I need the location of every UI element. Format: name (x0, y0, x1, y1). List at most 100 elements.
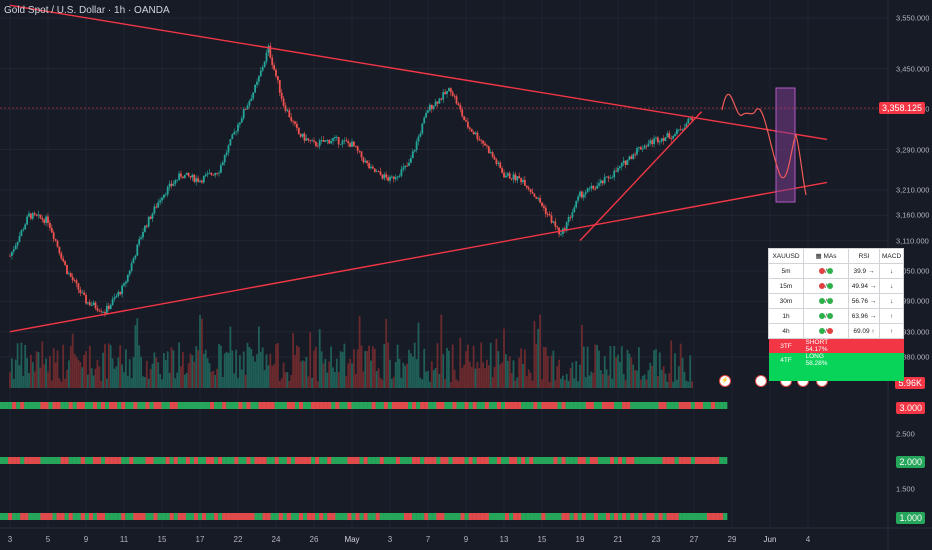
volume-bar (438, 373, 441, 388)
volume-bar (100, 380, 103, 388)
time-tick-label: 3 (387, 535, 393, 544)
oscillator-cell (618, 457, 623, 464)
volume-bar (248, 347, 251, 388)
volume-bar (318, 329, 321, 388)
volume-bar (514, 380, 517, 388)
candle-body (330, 141, 332, 144)
oscillator-cell (28, 513, 33, 520)
oscillator-cell (84, 402, 90, 409)
candle-body (128, 270, 131, 275)
volume-bar (37, 352, 40, 388)
oscillator-cell (452, 513, 457, 520)
candle-body (180, 173, 182, 177)
volume-bar (332, 367, 334, 388)
oscillator-cell (416, 513, 421, 520)
candle-body (440, 98, 443, 100)
candle-body (176, 179, 179, 181)
oscillator-cell (161, 513, 166, 520)
oscillator-cell (698, 402, 704, 409)
volume-bar (607, 375, 610, 388)
candle-body (425, 112, 427, 118)
oscillator-cell (339, 513, 344, 520)
candle-body (16, 241, 19, 246)
oscillator-cell (0, 402, 5, 409)
candle-body (383, 174, 386, 179)
volume-bar (596, 344, 598, 388)
oscillator-cell (343, 513, 348, 520)
candle-body (43, 219, 46, 223)
oscillator-cell (226, 402, 231, 409)
candle-body (145, 225, 148, 227)
oscillator-cell (606, 513, 611, 520)
candle-body (402, 167, 405, 170)
lightning-icon[interactable]: ⚡ (719, 375, 731, 387)
volume-bar (666, 381, 669, 388)
volume-bar (347, 363, 350, 388)
candle-body (261, 67, 264, 71)
candle-body (436, 101, 439, 104)
oscillator-cell (371, 457, 376, 464)
volume-bar (503, 328, 505, 388)
volume-bar (672, 381, 674, 388)
volume-bar (554, 380, 557, 388)
red-dot-icon (819, 267, 826, 274)
candle-body (660, 138, 663, 142)
oscillator-cell (452, 457, 457, 464)
oscillator-cell (492, 457, 498, 464)
candle-body (313, 140, 315, 142)
volume-bar (39, 367, 42, 388)
oscillator-cell (351, 402, 356, 409)
oscillator-cell (565, 457, 570, 464)
candle-body (227, 145, 230, 153)
oscillator-cell (557, 402, 562, 409)
oscillator-cell (412, 402, 417, 409)
table-summary-row: 3TF SHORT 54.17% (768, 338, 904, 353)
oscillator-cell (686, 513, 691, 520)
oscillator-cell (8, 513, 13, 520)
oscillator-cell (416, 402, 421, 409)
candle-body (651, 140, 654, 145)
candle-body (278, 80, 281, 93)
oscillator-cell (666, 457, 671, 464)
oscillator-cell (290, 402, 296, 409)
oscillator-cell (638, 457, 643, 464)
oscillator-cell (189, 457, 195, 464)
candle-body (636, 147, 638, 155)
volume-bar (512, 360, 515, 388)
event-flag-icon[interactable] (755, 375, 767, 387)
green-dot-icon (826, 312, 833, 319)
volume-bar (649, 362, 652, 388)
candle-body (351, 141, 353, 147)
oscillator-cell (444, 457, 449, 464)
candle-body (117, 292, 120, 296)
oscillator-cell (0, 513, 5, 520)
oscillator-cell (88, 457, 94, 464)
candle-body (218, 172, 220, 174)
candle-body (358, 150, 361, 152)
volume-bar (231, 350, 234, 388)
candle-body (442, 92, 445, 100)
oscillator-cell (484, 513, 489, 520)
candle-body (35, 214, 38, 216)
oscillator-cell (246, 513, 251, 520)
oscillator-cell (286, 457, 292, 464)
oscillator-cell (177, 402, 182, 409)
oscillator-cell (545, 402, 550, 409)
oscillator-cell (141, 457, 146, 464)
oscillator-cell (234, 402, 239, 409)
candle-body (269, 45, 272, 58)
candle-body (136, 244, 139, 256)
oscillator-cell (464, 457, 469, 464)
timeframe-cell: 5m (768, 263, 804, 279)
oscillator-cell (145, 402, 150, 409)
volume-bar (543, 347, 545, 388)
candle-body (372, 166, 374, 169)
oscillator-cell (723, 402, 728, 409)
oscillator-cell (327, 402, 332, 409)
candle-body (611, 177, 614, 179)
oscillator-cell (153, 513, 158, 520)
oscillator-cell (218, 513, 223, 520)
candle-body (88, 302, 91, 306)
oscillator-cell (492, 513, 498, 520)
oscillator-cell (197, 402, 203, 409)
